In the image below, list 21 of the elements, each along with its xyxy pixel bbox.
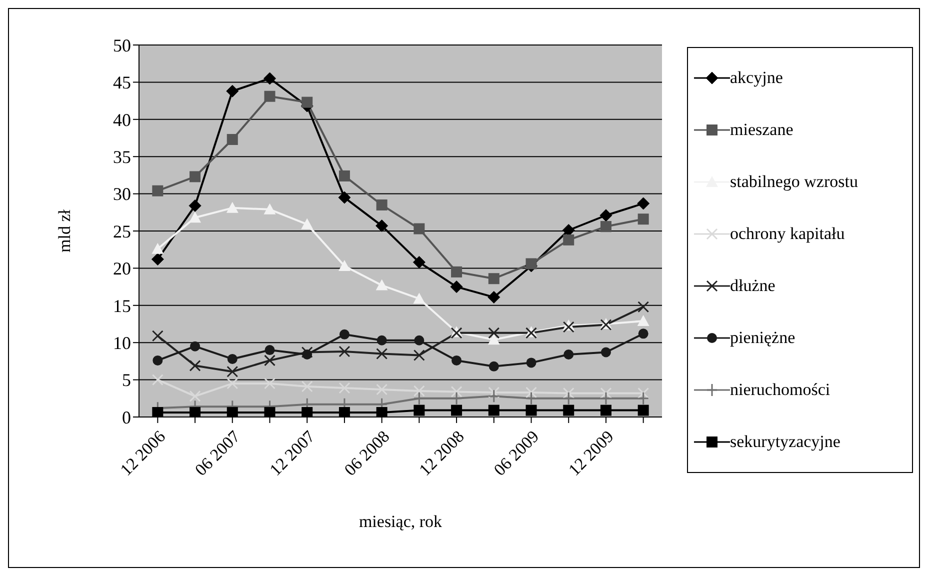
y-tick-label: 20 [113,258,131,279]
legend-label: stabilnego wzrostu [730,172,858,192]
y-tick-label: 35 [113,146,131,167]
legend-label: mieszane [730,120,794,140]
y-tick-label: 5 [122,370,131,390]
legend-label: sekurytyzacyjne [730,432,840,452]
legend-label: ochrony kapitału [730,224,845,244]
x-axis-title: miesiąc, rok [358,512,443,531]
y-tick-label: 10 [113,332,131,353]
legend-label: nieruchomości [730,380,830,400]
y-tick-label: 50 [113,35,131,56]
y-tick-label: 15 [113,296,131,316]
y-tick-label: 40 [113,110,131,130]
y-tick-label: 45 [113,72,131,93]
y-axis-title: mld zł [55,209,74,252]
legend-label: akcyjne [730,68,783,88]
legend-label: pieniężne [730,328,796,348]
y-tick-label: 0 [122,407,131,428]
y-tick-label: 25 [113,221,131,242]
y-tick-label: 30 [113,184,131,204]
legend-label: dłużne [730,276,776,296]
